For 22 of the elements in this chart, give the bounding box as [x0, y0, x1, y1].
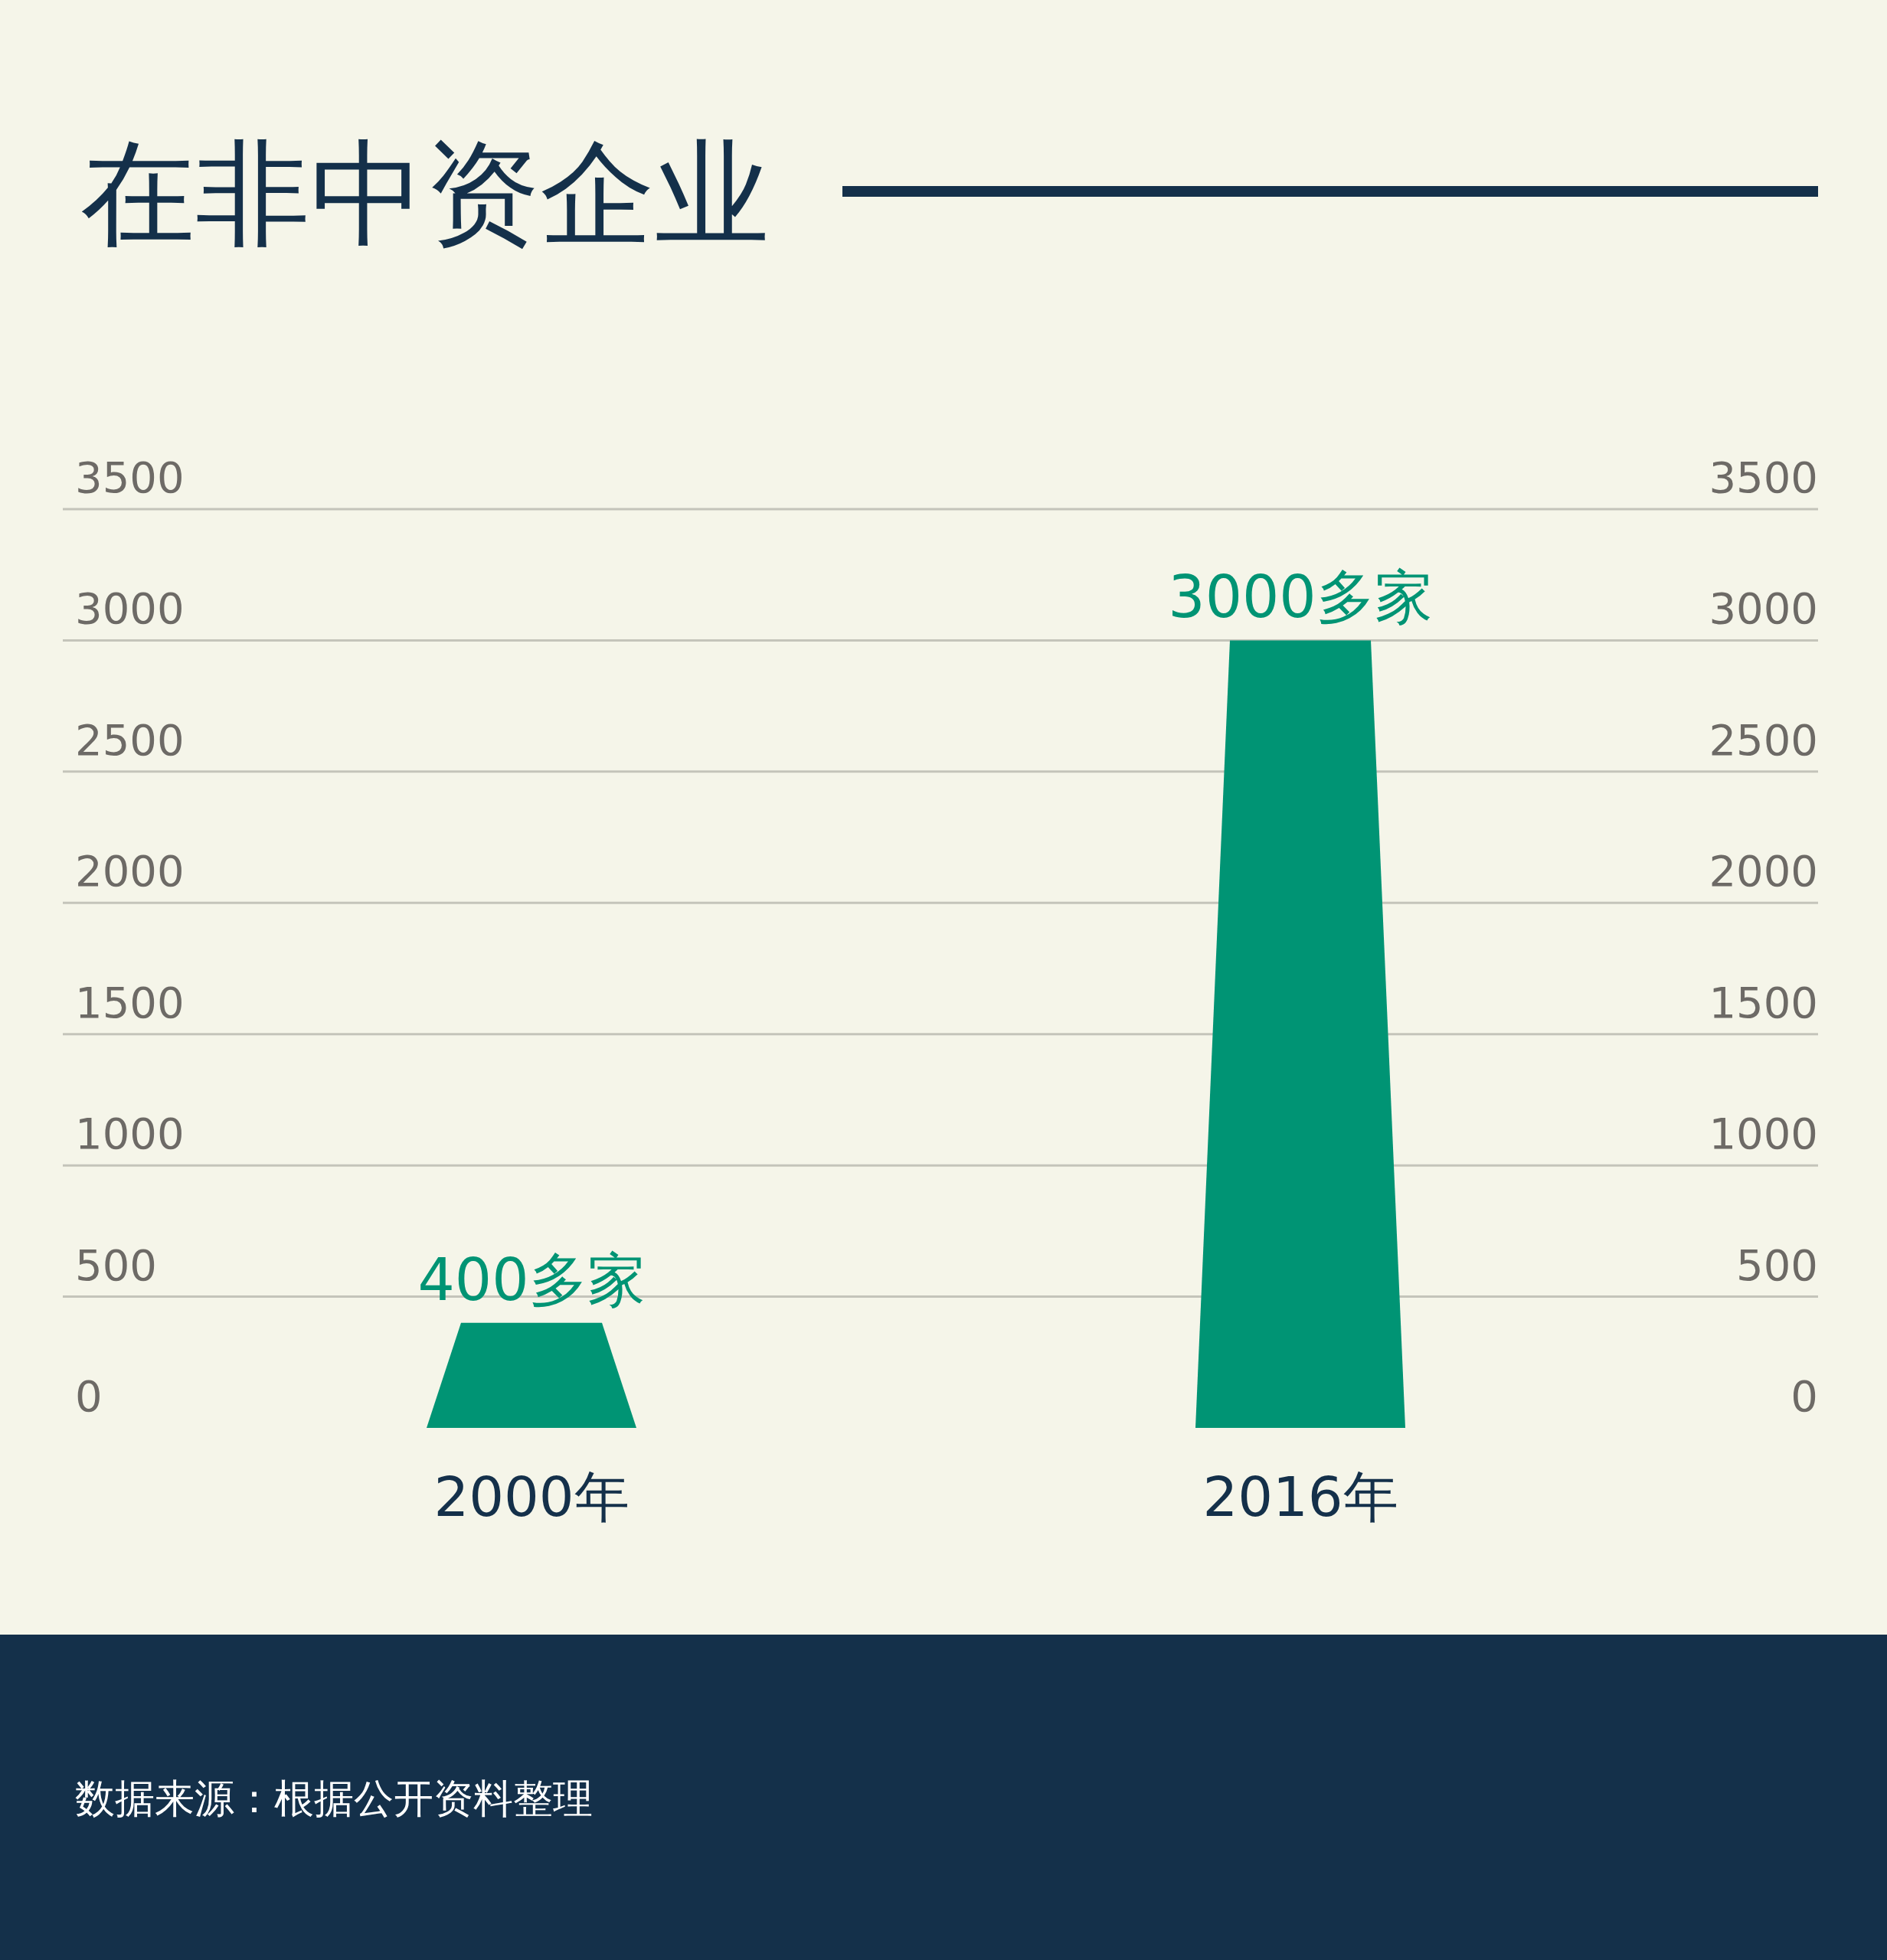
ytick: 2000 [75, 846, 185, 897]
annotation: 数据来源：根据公开资料整理 [75, 1775, 593, 1821]
ytick: 3000 [75, 583, 185, 634]
y2tick: 3000 [1709, 583, 1818, 634]
xtick: 2016年 [1202, 1465, 1398, 1529]
xtick: 2000年 [433, 1465, 630, 1529]
y2tick: 2500 [1709, 714, 1818, 765]
ytick: 1000 [75, 1109, 185, 1159]
ytick: 2500 [75, 714, 185, 765]
y2tick: 2000 [1709, 846, 1818, 897]
value-label: 3000多家 [1168, 563, 1433, 632]
y2tick: 1000 [1709, 1109, 1818, 1159]
y2tick: 3500 [1709, 452, 1818, 502]
y2tick: 1500 [1709, 977, 1818, 1027]
ytick: 500 [75, 1240, 157, 1290]
ytick: 1500 [75, 977, 185, 1027]
y2tick: 500 [1736, 1240, 1818, 1290]
y2tick: 0 [1791, 1371, 1818, 1421]
ytick: 3500 [75, 452, 185, 502]
ytick: 0 [75, 1371, 103, 1421]
title: 在非中资企业 [80, 127, 770, 260]
value-label: 400多家 [417, 1245, 646, 1314]
